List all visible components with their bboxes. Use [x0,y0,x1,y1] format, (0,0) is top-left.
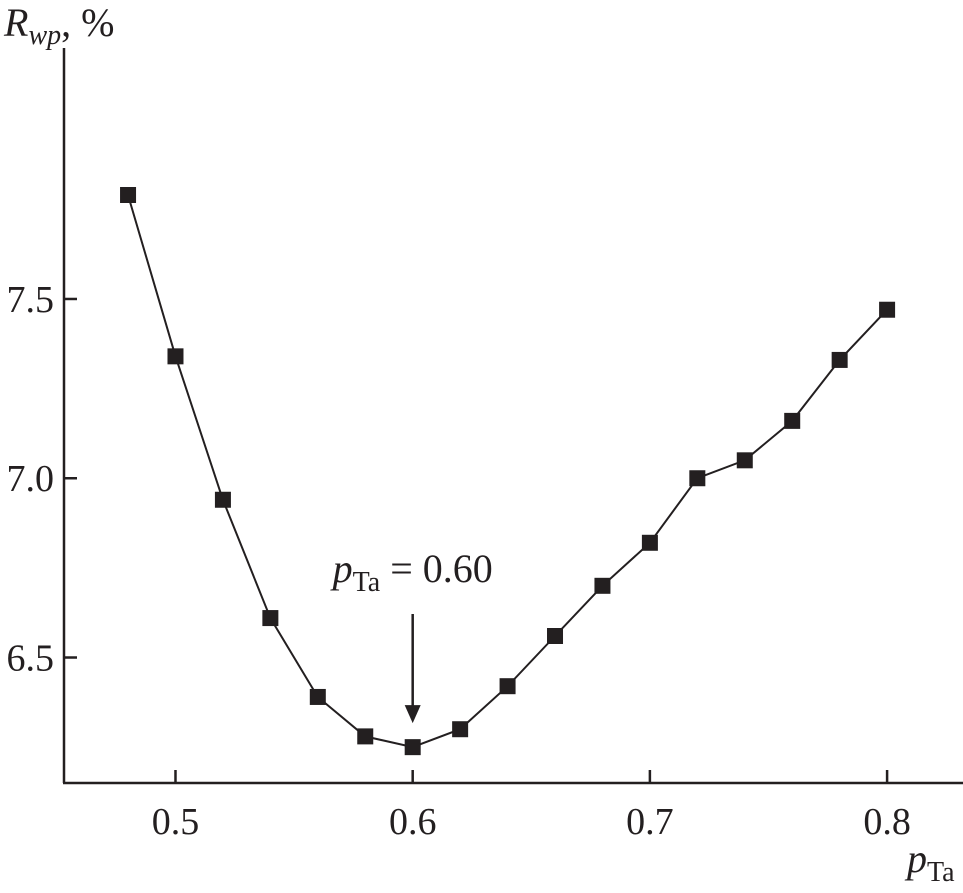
data-point [357,728,374,745]
data-point [262,610,279,627]
data-point [499,678,516,695]
data-point [736,452,753,469]
ticks: 0.5 0.6 0.7 0.8 6.5 7.0 7.5 [7,279,911,843]
data-point [831,351,848,368]
data-point [167,348,184,365]
series [120,187,896,756]
data-point [689,470,706,487]
data-point [641,534,658,551]
x-tick-label: 0.7 [626,801,674,843]
x-tick-label: 0.8 [863,801,911,843]
annotation: pTa = 0.60 [330,546,493,724]
x-tick-label: 0.5 [152,801,200,843]
data-point [452,721,469,738]
x-tick-label: 0.6 [389,801,437,843]
x-axis-title-subscript: Ta [927,857,955,888]
data-point [214,491,231,508]
data-point [784,412,801,429]
y-axis-title-subscript: wp [28,20,61,51]
data-point [879,301,896,318]
y-tick-label: 7.5 [7,279,55,321]
data-point [594,577,611,594]
data-point [309,688,326,705]
annotation-arrow-head [404,705,421,724]
series-line [127,194,888,749]
y-axis-title-suffix: , % [61,0,114,45]
data-point [547,628,564,644]
x-axis-title-base: p [904,836,927,881]
x-axis-title: pTa [904,836,955,888]
y-tick-label: 7.0 [7,458,55,500]
data-point [120,187,137,203]
y-axis-title: Rwp, % [3,0,114,51]
axes [62,48,963,785]
y-tick-label: 6.5 [7,638,55,680]
y-axis-title-base: R [3,0,28,45]
annotation-label: pTa = 0.60 [330,546,493,598]
data-point [404,739,421,756]
